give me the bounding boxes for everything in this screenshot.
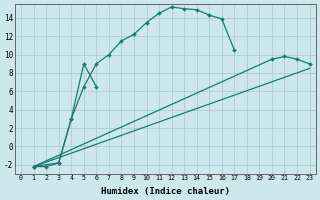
X-axis label: Humidex (Indice chaleur): Humidex (Indice chaleur)	[101, 187, 230, 196]
